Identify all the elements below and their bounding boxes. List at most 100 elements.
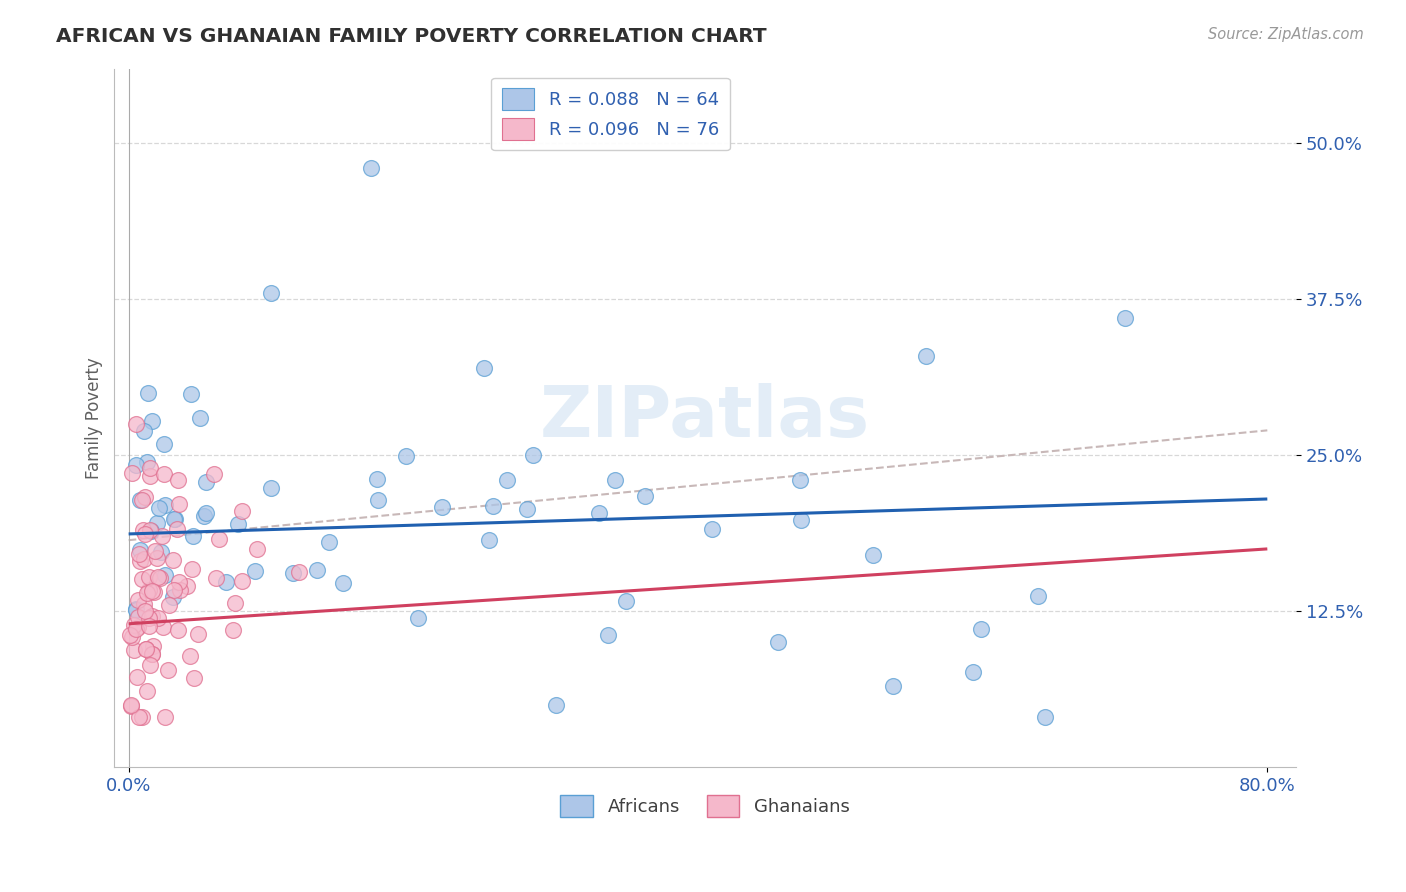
Point [120, 698, 142, 712]
Point [179, 648, 201, 663]
Point [127, 669, 149, 683]
Point [914, 349, 936, 363]
Point [153, 437, 176, 451]
Point [139, 469, 162, 483]
Point [143, 543, 166, 558]
Point [332, 575, 354, 590]
Point [495, 474, 517, 488]
Point [131, 710, 153, 724]
Point [395, 449, 418, 463]
Point [138, 569, 160, 583]
Point [149, 545, 172, 559]
Point [134, 641, 156, 656]
Point [131, 572, 153, 586]
Point [127, 610, 149, 624]
Point [134, 490, 156, 504]
Point [142, 584, 165, 599]
Y-axis label: Family Poverty: Family Poverty [86, 357, 103, 479]
Point [136, 586, 159, 600]
Point [138, 611, 160, 625]
Point [482, 499, 505, 513]
Point [135, 642, 157, 657]
Point [318, 534, 340, 549]
Point [183, 671, 205, 685]
Point [474, 361, 496, 376]
Point [1035, 710, 1057, 724]
Point [187, 626, 209, 640]
Legend: Africans, Ghanaians: Africans, Ghanaians [554, 789, 856, 824]
Point [125, 458, 148, 472]
Point [121, 630, 143, 644]
Point [215, 575, 238, 590]
Point [162, 552, 184, 566]
Point [141, 648, 163, 662]
Point [153, 567, 176, 582]
Point [970, 622, 993, 636]
Point [406, 610, 429, 624]
Point [165, 512, 187, 526]
Point [127, 620, 149, 634]
Point [862, 548, 884, 562]
Point [204, 571, 226, 585]
Point [125, 622, 148, 636]
Point [135, 455, 157, 469]
Point [138, 523, 160, 537]
Point [141, 608, 163, 623]
Point [260, 481, 283, 495]
Point [603, 473, 626, 487]
Point [149, 570, 172, 584]
Point [152, 619, 174, 633]
Point [132, 425, 155, 439]
Point [166, 522, 188, 536]
Point [139, 658, 162, 673]
Point [1114, 311, 1136, 326]
Point [193, 508, 215, 523]
Point [366, 472, 388, 486]
Point [153, 710, 176, 724]
Point [281, 566, 304, 580]
Point [132, 524, 155, 538]
Text: AFRICAN VS GHANAIAN FAMILY POVERTY CORRELATION CHART: AFRICAN VS GHANAIAN FAMILY POVERTY CORRE… [56, 27, 766, 45]
Point [131, 493, 153, 508]
Point [124, 643, 146, 657]
Point [136, 684, 159, 698]
Point [120, 628, 142, 642]
Text: Source: ZipAtlas.com: Source: ZipAtlas.com [1208, 27, 1364, 42]
Point [153, 499, 176, 513]
Point [146, 611, 169, 625]
Point [224, 596, 246, 610]
Point [188, 411, 211, 425]
Point [125, 602, 148, 616]
Point [768, 635, 790, 649]
Point [139, 460, 162, 475]
Point [167, 574, 190, 589]
Point [180, 387, 202, 401]
Point [157, 598, 180, 612]
Point [141, 583, 163, 598]
Point [153, 467, 176, 481]
Point [702, 523, 724, 537]
Point [588, 506, 610, 520]
Point [125, 603, 148, 617]
Point [134, 551, 156, 566]
Point [141, 648, 163, 662]
Point [169, 497, 191, 511]
Point [194, 506, 217, 520]
Point [544, 698, 567, 712]
Point [167, 624, 190, 638]
Point [176, 579, 198, 593]
Point [598, 628, 620, 642]
Point [141, 414, 163, 428]
Point [163, 582, 186, 597]
Point [288, 565, 311, 579]
Point [181, 529, 204, 543]
Point [125, 417, 148, 431]
Point [208, 533, 231, 547]
Point [790, 513, 813, 527]
Point [367, 492, 389, 507]
Point [231, 574, 253, 589]
Point [181, 562, 204, 576]
Point [882, 679, 904, 693]
Point [305, 563, 328, 577]
Point [127, 592, 149, 607]
